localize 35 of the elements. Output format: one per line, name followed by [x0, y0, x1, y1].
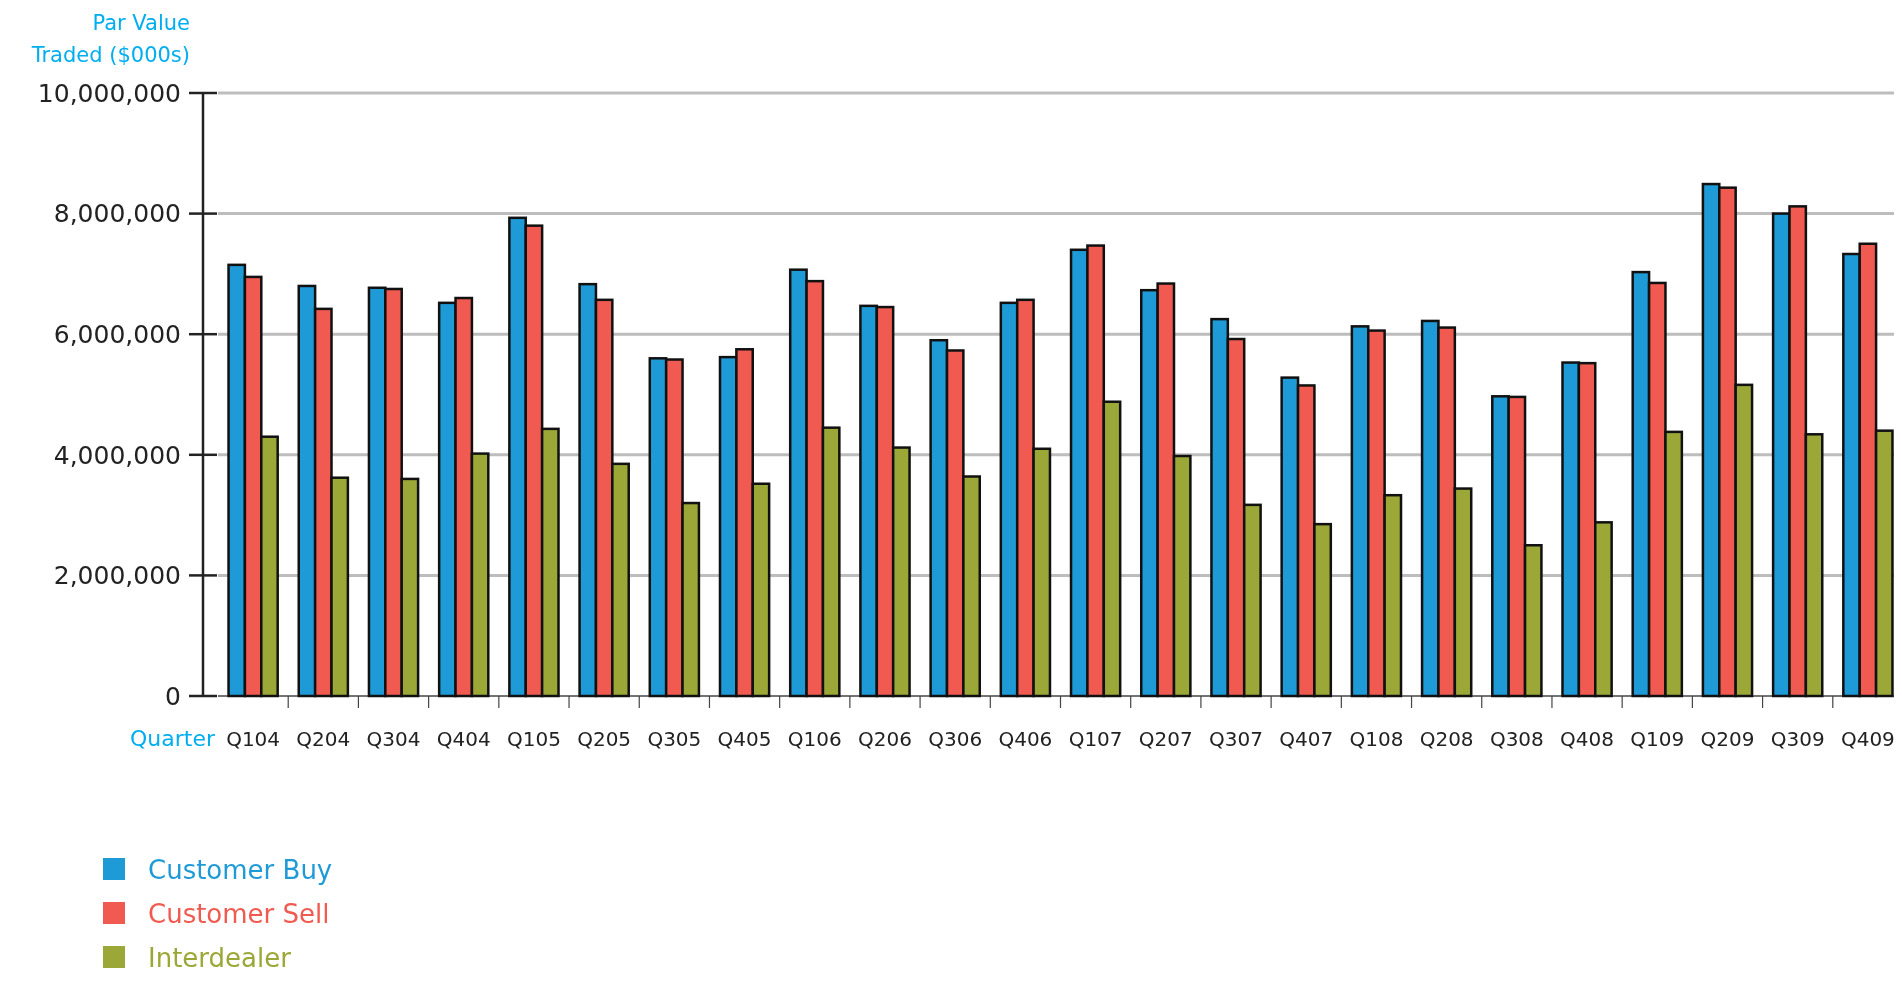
x-tick-label: Q405 [717, 727, 772, 751]
x-tick-label: Q207 [1138, 727, 1193, 751]
x-tick-label: Q206 [858, 727, 912, 751]
x-tick-label: Q204 [296, 727, 351, 751]
x-tick-label: Q306 [928, 727, 983, 751]
legend-label: Interdealer [148, 943, 292, 974]
x-tick-label: Q106 [787, 727, 842, 751]
y-tick-label: 0 [165, 681, 181, 711]
x-tick-label: Q409 [1840, 727, 1895, 751]
x-tick-label: Q108 [1349, 727, 1404, 751]
x-tick-label: Q406 [998, 727, 1053, 751]
y-axis-title: Par Value Traded ($000s) [30, 11, 190, 67]
y-tick-label: 6,000,000 [53, 319, 181, 349]
x-tick-label: Q308 [1489, 727, 1544, 751]
x-tick-label: Q407 [1279, 727, 1334, 751]
y-tick-label: 8,000,000 [53, 199, 181, 229]
x-tick-label: Q305 [647, 727, 702, 751]
y-tick-label: 4,000,000 [53, 440, 181, 470]
legend-label: Customer Buy [148, 855, 333, 886]
x-tick-label: Q107 [1068, 727, 1123, 751]
x-tick-label: Q205 [577, 727, 632, 751]
y-tick-label: 10,000,000 [37, 78, 181, 108]
x-tick-label: Q408 [1560, 727, 1615, 751]
x-tick-label: Q208 [1419, 727, 1474, 751]
x-tick-label: Q304 [366, 727, 421, 751]
legend-label: Customer Sell [148, 899, 330, 930]
x-tick-label: Q104 [226, 727, 281, 751]
x-tick-label: Q307 [1209, 727, 1263, 751]
y-tick-label: 2,000,000 [53, 561, 181, 591]
x-tick-label: Q105 [506, 727, 561, 751]
x-tick-label: Q309 [1770, 727, 1825, 751]
x-tick-label: Q109 [1630, 727, 1685, 751]
x-tick-label: Q404 [436, 727, 491, 751]
x-tick-label: Q209 [1700, 727, 1755, 751]
x-axis-title: Quarter [130, 726, 216, 751]
